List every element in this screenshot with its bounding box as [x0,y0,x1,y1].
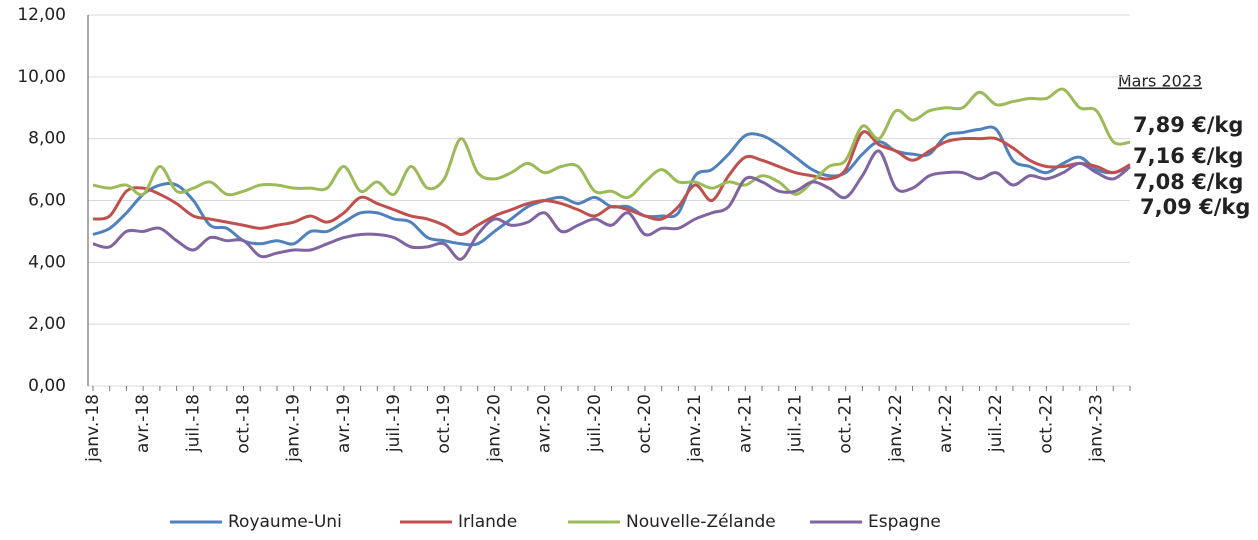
end-label: 7,16 €/kg [1133,144,1243,168]
x-tick-label: avr.-20 [535,394,555,453]
x-tick-label: janv.-23 [1087,394,1107,463]
x-tick-label: janv.-22 [886,394,906,463]
y-tick-label: 12,00 [17,5,66,25]
line-series [92,130,1131,237]
x-tick-label: oct.-19 [434,394,454,454]
y-tick-label: 2,00 [28,314,66,334]
x-tick-label: oct.-20 [635,394,655,454]
x-tick-label: avr.-18 [133,394,153,453]
y-tick-label: 6,00 [28,191,66,211]
x-tick-label: avr.-22 [936,394,956,453]
x-tick-label: juil.-20 [585,394,605,453]
legend-label: Nouvelle-Zélande [626,512,776,532]
x-tick-label: oct.-22 [1036,394,1056,454]
x-tick-label: avr.-19 [334,394,354,453]
x-tick-label: oct.-18 [234,394,254,454]
x-tick-label: avr.-21 [735,394,755,453]
x-tick-label: juil.-21 [785,394,805,453]
x-tick-label: janv.-20 [484,394,504,463]
x-tick-label: oct.-21 [836,394,856,454]
end-label: 7,89 €/kg [1133,113,1243,137]
y-tick-label: 10,00 [17,67,66,87]
legend-label: Royaume-Uni [228,512,342,532]
x-tick-label: juil.-19 [384,394,404,453]
x-tick-label: janv.-19 [284,394,304,463]
y-tick-label: 8,00 [28,129,66,149]
x-tick-label: juil.-18 [183,394,203,453]
y-tick-label: 0,00 [28,376,66,396]
end-label: 7,09 €/kg [1140,195,1250,219]
annotation: Mars 2023 [1118,72,1202,91]
legend-label: Espagne [868,512,941,532]
legend-label: Irlande [458,512,517,532]
x-tick-label: janv.-18 [83,394,103,463]
x-tick-label: janv.-21 [685,394,705,463]
line-series [92,87,1131,200]
y-tick-label: 4,00 [28,252,66,272]
line-series [92,149,1131,261]
end-label: 7,08 €/kg [1133,170,1243,194]
x-tick-label: juil.-22 [986,394,1006,453]
